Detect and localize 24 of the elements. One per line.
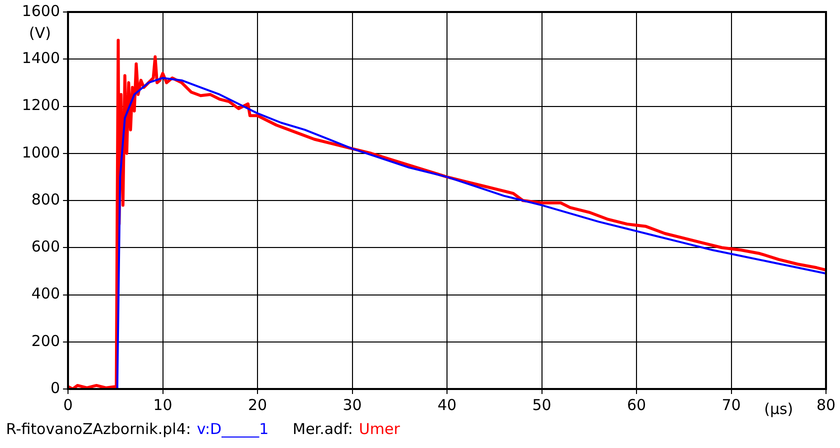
x-tick-label: 10: [153, 396, 172, 414]
x-tick-label: 30: [342, 396, 362, 414]
x-axis-title: (µs): [764, 400, 794, 418]
x-tick-label: 40: [437, 396, 457, 414]
y-axis-title: (V): [29, 24, 51, 42]
y-tick-label: 600: [31, 238, 60, 256]
x-tick-label: 80: [816, 396, 836, 414]
y-tick-label: 1400: [22, 49, 60, 68]
x-tick-label: 70: [722, 396, 741, 414]
y-tick-label: 800: [31, 190, 60, 208]
y-tick-label: 1000: [22, 143, 60, 162]
text: R-fitovanoZAzbornik.pl4:: [6, 420, 191, 438]
x-tick-label: 50: [532, 396, 552, 414]
y-tick-label: 400: [31, 284, 60, 303]
y-tick-label: 1200: [22, 96, 60, 114]
text: Mer.adf:: [292, 420, 353, 438]
text: v:D_____1: [196, 420, 269, 438]
x-tick-label: 60: [626, 396, 646, 414]
y-tick-label: 1600: [22, 2, 60, 20]
y-tick-label: 0: [50, 378, 60, 397]
x-tick-label: 20: [248, 396, 268, 414]
text: Umer: [358, 420, 400, 438]
x-tick-label: 0: [63, 396, 73, 414]
y-tick-label: 200: [31, 332, 60, 350]
